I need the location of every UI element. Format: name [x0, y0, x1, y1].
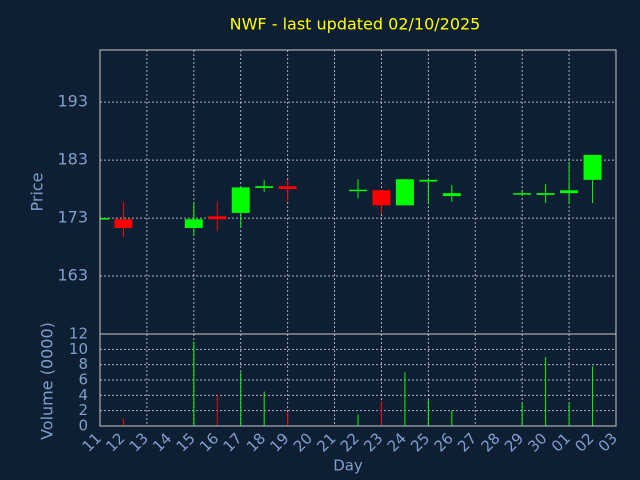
chart-title: NWF - last updated 02/10/2025: [230, 15, 481, 34]
y-tick-label: 6: [78, 371, 88, 389]
y-tick-label: 173: [57, 208, 88, 227]
y-tick-label: 4: [78, 386, 88, 404]
candle-body: [372, 190, 391, 206]
y-tick-label: 2: [78, 401, 88, 419]
y-tick-label: 183: [57, 150, 88, 169]
candle-body: [255, 186, 274, 188]
y-tick-label: 163: [57, 266, 88, 285]
plot-frame: [99, 333, 617, 427]
candle-body: [583, 154, 602, 180]
y-tick-label: 8: [78, 355, 88, 373]
price-plot: [100, 154, 602, 238]
candle-body: [536, 193, 555, 195]
candle-body: [184, 219, 203, 228]
candle-body: [442, 193, 461, 197]
y-axis-label: Price: [28, 172, 47, 211]
candle-body: [419, 179, 438, 182]
candle-body: [560, 190, 579, 194]
candle-body: [349, 189, 367, 192]
candle-body: [100, 218, 109, 220]
candle-body: [114, 219, 133, 228]
candle-body: [395, 179, 414, 206]
y-tick-label: 0: [78, 417, 88, 435]
x-axis-label: Day: [333, 457, 363, 475]
candle-body: [208, 216, 227, 220]
y-tick-label: 10: [69, 340, 88, 358]
candle-body: [231, 187, 250, 213]
y-tick-label: 12: [69, 325, 88, 343]
candle-body: [513, 193, 532, 195]
y-axis-label: Volume (0000): [38, 322, 57, 440]
y-tick-label: 193: [57, 92, 88, 111]
candle-body: [278, 186, 297, 190]
